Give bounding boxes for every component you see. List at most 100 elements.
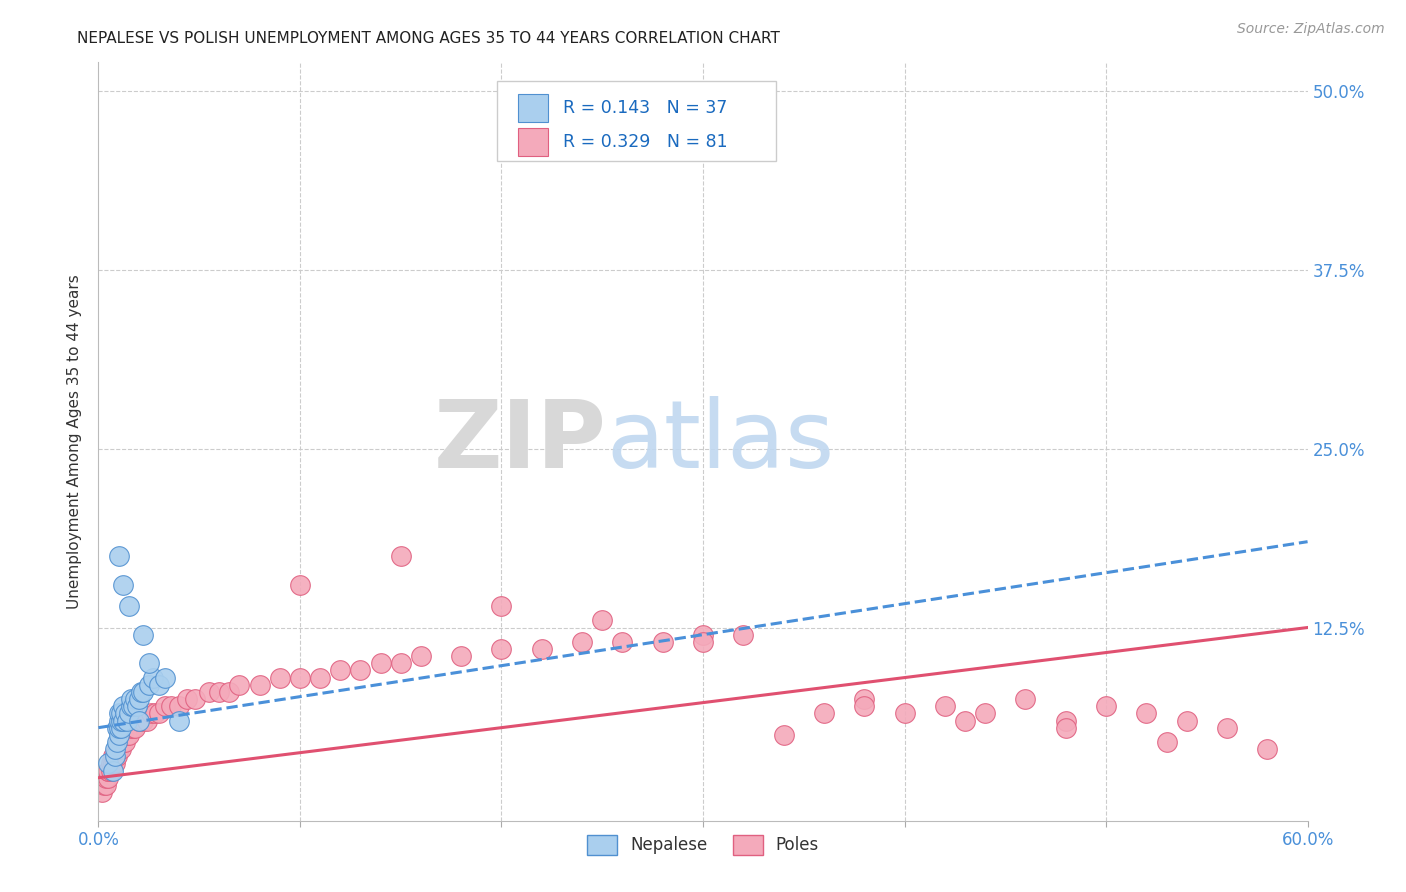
Point (1054, 721, 1077, 735)
Point (120, 699, 142, 714)
Point (110, 714, 132, 728)
Point (153, 699, 176, 714)
Point (120, 692, 142, 706)
Point (115, 728, 138, 742)
Point (103, 749, 125, 764)
Point (96, 778, 118, 792)
Point (1156, 735, 1178, 749)
Point (91, 785, 114, 799)
Point (288, 577, 311, 591)
Point (114, 735, 136, 749)
Text: R = 0.329   N = 81: R = 0.329 N = 81 (562, 133, 727, 151)
Point (309, 671, 332, 685)
Point (118, 706, 141, 721)
Point (135, 714, 157, 728)
Point (1014, 692, 1036, 706)
Point (974, 706, 997, 721)
Point (100, 756, 122, 771)
Point (853, 692, 876, 706)
Point (101, 764, 124, 778)
Point (148, 678, 170, 692)
Point (101, 756, 124, 771)
Point (128, 714, 150, 728)
Point (853, 699, 876, 714)
Legend: Nepalese, Poles: Nepalese, Poles (581, 828, 825, 862)
Point (692, 628, 714, 642)
Point (1135, 706, 1157, 721)
Point (105, 735, 128, 749)
Point (97, 771, 120, 785)
Text: atlas: atlas (606, 395, 835, 488)
Bar (517, 94, 548, 122)
Point (228, 678, 250, 692)
Point (120, 721, 142, 735)
Point (107, 742, 129, 756)
Point (125, 699, 148, 714)
FancyBboxPatch shape (498, 81, 776, 161)
Point (651, 635, 673, 649)
Point (692, 635, 714, 649)
Point (491, 642, 513, 657)
Point (153, 671, 176, 685)
Point (110, 735, 132, 749)
Point (389, 657, 412, 671)
Point (128, 692, 150, 706)
Point (132, 628, 155, 642)
Point (612, 635, 634, 649)
Point (111, 714, 134, 728)
Point (138, 657, 160, 671)
Text: R = 0.143   N = 37: R = 0.143 N = 37 (562, 99, 727, 117)
Point (118, 728, 141, 742)
Point (110, 742, 132, 756)
Point (128, 714, 150, 728)
Point (107, 721, 129, 735)
Point (107, 706, 129, 721)
Point (249, 678, 271, 692)
Point (107, 714, 129, 728)
Point (530, 642, 553, 657)
Point (167, 699, 190, 714)
Point (124, 692, 146, 706)
Point (121, 699, 143, 714)
Point (139, 706, 162, 721)
Point (96, 771, 118, 785)
Point (813, 706, 835, 721)
Point (107, 549, 129, 563)
Point (138, 678, 160, 692)
Bar (517, 128, 548, 156)
Point (97, 764, 120, 778)
Point (107, 735, 129, 749)
Point (105, 749, 128, 764)
Point (107, 728, 129, 742)
Point (450, 649, 472, 664)
Point (100, 764, 122, 778)
Point (111, 735, 134, 749)
Point (103, 749, 125, 764)
Point (110, 706, 132, 721)
Point (148, 706, 170, 721)
Point (893, 706, 915, 721)
Point (1256, 742, 1278, 756)
Point (1095, 699, 1118, 714)
Text: Source: ZipAtlas.com: Source: ZipAtlas.com (1237, 22, 1385, 37)
Point (733, 628, 755, 642)
Point (105, 742, 128, 756)
Point (934, 699, 956, 714)
Point (132, 685, 155, 699)
Point (208, 685, 231, 699)
Point (953, 714, 976, 728)
Point (176, 692, 198, 706)
Point (124, 721, 146, 735)
Point (97, 764, 120, 778)
Point (491, 599, 513, 613)
Point (105, 721, 128, 735)
Point (1175, 714, 1198, 728)
Point (1216, 721, 1239, 735)
Point (114, 706, 136, 721)
Point (103, 756, 125, 771)
Point (571, 635, 593, 649)
Point (111, 699, 134, 714)
Point (160, 699, 183, 714)
Point (269, 671, 291, 685)
Point (115, 714, 138, 728)
